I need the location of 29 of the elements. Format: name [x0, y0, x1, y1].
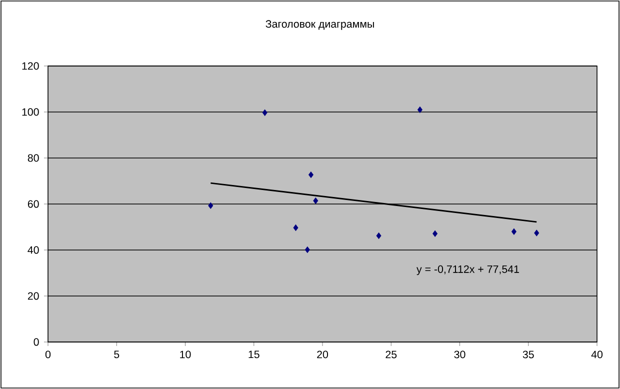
y-tick-label: 60 [28, 200, 39, 208]
point [512, 228, 516, 235]
y-tick-label: 100 [22, 108, 39, 116]
point [304, 246, 310, 253]
x-tick-label: 5 [114, 350, 120, 358]
point [376, 232, 382, 239]
point [313, 198, 318, 204]
x-tick-label: 25 [386, 350, 397, 358]
x-tick-label: 0 [45, 350, 51, 358]
x-tick-label: 10 [180, 350, 191, 358]
y-tick-label: 20 [28, 292, 39, 300]
point [417, 106, 422, 113]
x-tick-label: 30 [454, 350, 466, 358]
chart-title: Заголовок диаграммы [266, 20, 374, 30]
point [293, 224, 298, 231]
y-tick-label: 0 [34, 338, 39, 346]
annotation: y = -0,7112x + 77,541 [416, 265, 519, 276]
point [534, 230, 540, 236]
point [262, 109, 268, 116]
x-tick-label: 35 [522, 350, 534, 358]
x-tick-label: 40 [591, 350, 603, 358]
point [308, 172, 314, 178]
y-tick-label: 40 [28, 246, 39, 254]
y-tick-label: 80 [28, 154, 39, 162]
x-tick-label: 15 [248, 350, 260, 358]
point [208, 202, 214, 209]
x-tick-label: 20 [317, 350, 328, 358]
point [432, 230, 438, 237]
y-tick-label: 120 [22, 62, 39, 70]
